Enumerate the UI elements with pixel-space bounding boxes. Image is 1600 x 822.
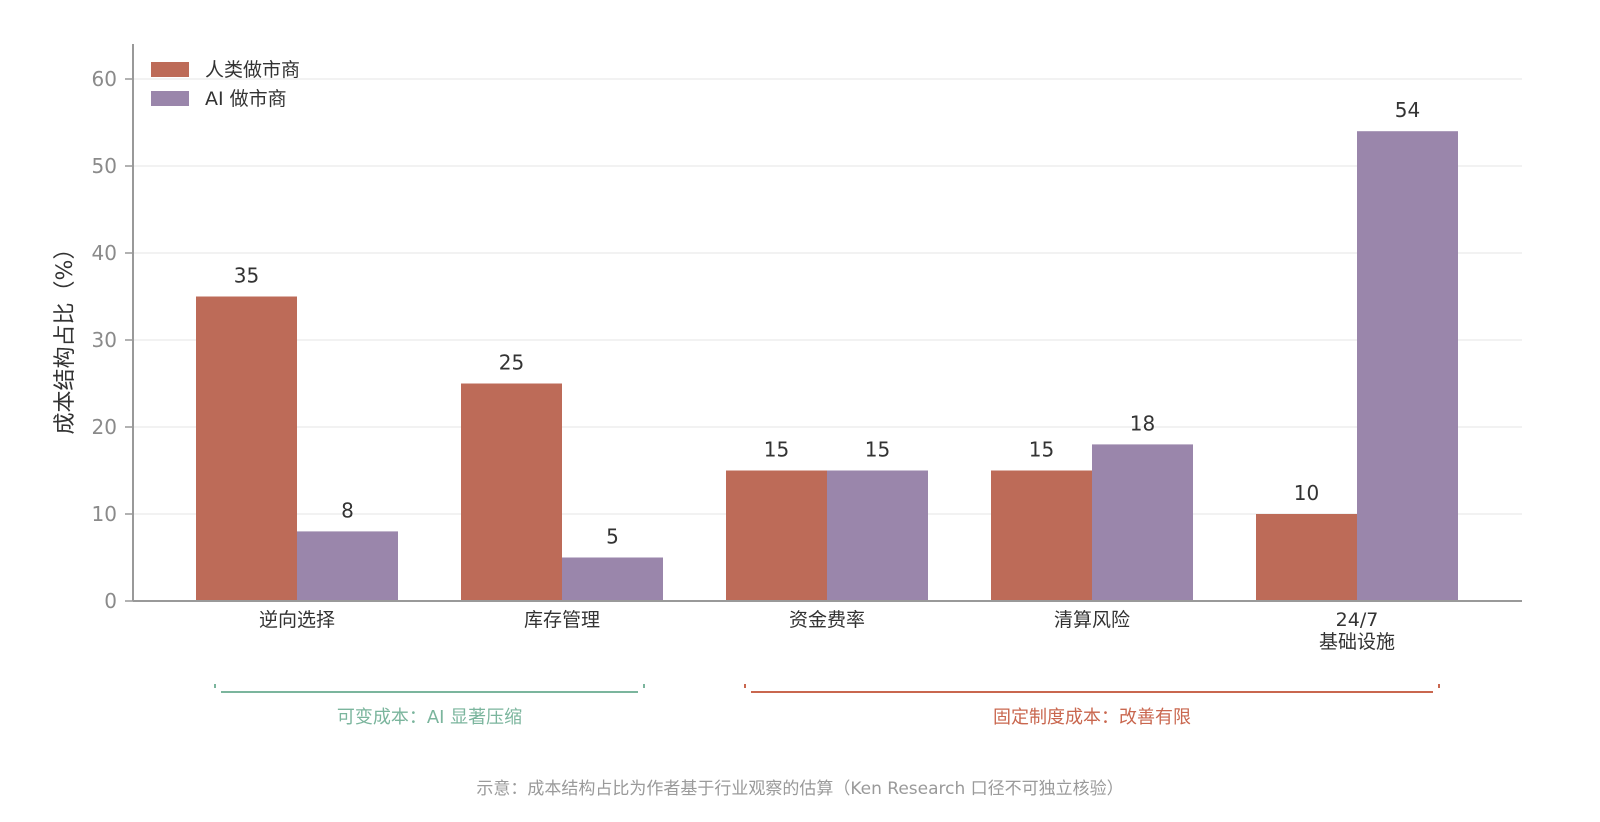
legend-label: AI 做市商 bbox=[205, 88, 287, 110]
data-label: 54 bbox=[1395, 98, 1420, 122]
legend-label: 人类做市商 bbox=[205, 59, 300, 81]
data-label: 18 bbox=[1130, 411, 1155, 435]
x-tick-label: 逆向选择 bbox=[259, 609, 335, 631]
y-tick-label: 0 bbox=[104, 589, 117, 613]
bar-human-0 bbox=[196, 296, 297, 601]
x-tick-label: 库存管理 bbox=[524, 609, 600, 631]
y-tick-label: 10 bbox=[92, 502, 117, 526]
x-tick-label: 资金费率 bbox=[789, 609, 865, 631]
data-label: 15 bbox=[1029, 438, 1054, 462]
y-tick-label: 50 bbox=[92, 154, 117, 178]
bar-ai-4 bbox=[1357, 131, 1458, 601]
footnote: 示意：成本结构占比为作者基于行业观察的估算（Ken Research 口径不可独… bbox=[476, 779, 1123, 799]
bar-human-3 bbox=[991, 470, 1092, 601]
grid-layer bbox=[133, 78, 1522, 515]
data-label: 35 bbox=[234, 264, 259, 288]
y-axis-label: 成本结构占比（%） bbox=[53, 238, 78, 435]
y-tick-label: 30 bbox=[92, 328, 117, 352]
legend: 人类做市商 AI 做市商 bbox=[151, 59, 300, 110]
bar-human-4 bbox=[1256, 514, 1357, 601]
data-label: 25 bbox=[499, 351, 524, 375]
data-label: 10 bbox=[1294, 481, 1319, 505]
data-label: 15 bbox=[865, 438, 890, 462]
group-label: 固定制度成本：改善有限 bbox=[993, 707, 1191, 728]
axis-layer: 0 10 20 30 40 50 60 bbox=[92, 44, 1522, 613]
legend-swatch bbox=[151, 62, 189, 77]
bar-ai-2 bbox=[827, 470, 928, 601]
y-tick-label: 20 bbox=[92, 415, 117, 439]
data-label: 15 bbox=[764, 438, 789, 462]
bar-ai-1 bbox=[562, 557, 663, 601]
group-annotations: 可变成本：AI 显著压缩 固定制度成本：改善有限 bbox=[214, 684, 1440, 728]
bar-human-1 bbox=[461, 383, 562, 601]
data-label: 5 bbox=[606, 525, 619, 549]
bar-ai-3 bbox=[1092, 444, 1193, 601]
bars-layer bbox=[196, 131, 1458, 601]
labels-layer: 35 25 15 15 10 8 5 15 18 54 逆向选择 库存管理 资金费率 清算风险 24/7 基础… bbox=[234, 98, 1420, 653]
bar-human-2 bbox=[726, 470, 827, 601]
x-tick-label: 24/7 基础设施 bbox=[1319, 609, 1395, 653]
bar-ai-0 bbox=[297, 531, 398, 601]
legend-swatch bbox=[151, 91, 189, 106]
data-label: 8 bbox=[341, 498, 354, 522]
y-tick-label: 60 bbox=[92, 67, 117, 91]
y-tick-label: 40 bbox=[92, 241, 117, 265]
x-tick-label: 清算风险 bbox=[1054, 609, 1130, 631]
group-label: 可变成本：AI 显著压缩 bbox=[337, 707, 522, 728]
